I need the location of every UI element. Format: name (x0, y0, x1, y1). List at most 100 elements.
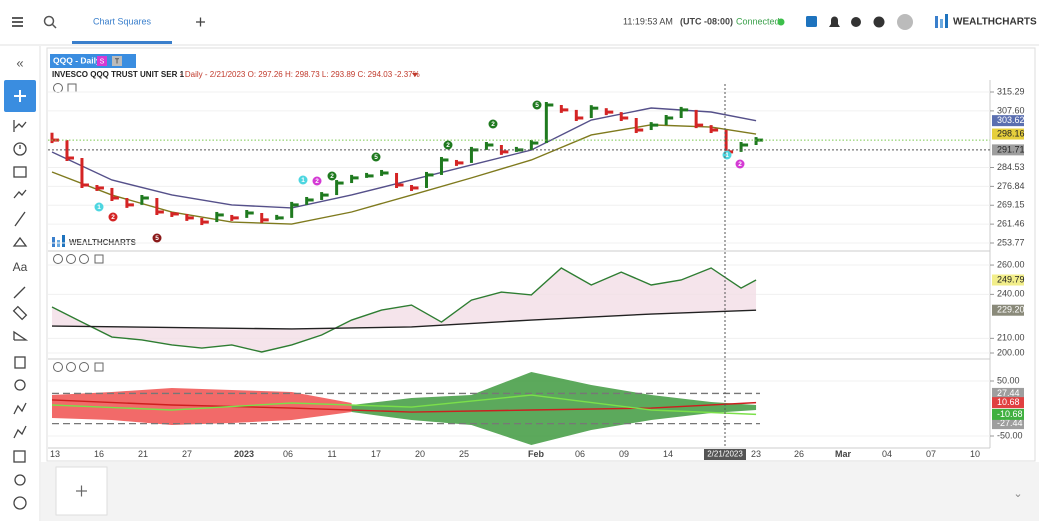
plot: 315.29 307.60 284.53 276.84 269.15 261.46 253.… (48, 84, 1025, 460)
signal-badge (152, 233, 162, 243)
help-icon[interactable] (873, 16, 885, 28)
level-label: -27.44 (997, 418, 1023, 428)
connection-status: Connected (736, 16, 780, 26)
x-tick-label: 26 (794, 449, 804, 459)
x-tick-label: 2/21/2023 (707, 450, 743, 459)
x-tick-label: 20 (415, 449, 425, 459)
y-tick-label: 307.60 (997, 105, 1025, 115)
signal-label: 1 (97, 204, 101, 211)
y-tick-label: 276.84 (997, 181, 1025, 191)
badge[interactable]: T (115, 58, 120, 65)
x-tick-label: 06 (283, 449, 293, 459)
bell-icon[interactable] (829, 16, 840, 28)
down-arrow (412, 73, 418, 77)
price-marker-label: 10.68 (997, 397, 1020, 407)
level-marker (992, 387, 1024, 399)
price-marker (992, 115, 1024, 127)
indicator-line (51, 309, 757, 330)
y-tick-label: 50.00 (997, 375, 1020, 385)
squeeze-band (52, 387, 352, 426)
x-tick-label: 14 (663, 449, 673, 459)
price-marker (992, 408, 1024, 420)
instrument-name: INVESCO QQQ TRUST UNIT SER 1 (52, 70, 185, 79)
instrument-info: - Daily - 2/21/2023 O: 297.26 H: 298.73 … (180, 70, 420, 79)
price-marker (992, 144, 1024, 156)
x-tick-label: 11 (327, 449, 336, 459)
panel-controls[interactable] (53, 83, 104, 372)
signal-badge (488, 119, 498, 129)
tool-icons[interactable] (12, 120, 29, 510)
y-tick-label: 284.53 (997, 162, 1025, 172)
top-bar (0, 0, 1039, 45)
x-tick-label: 27 (182, 449, 192, 459)
signal-label: 2 (446, 142, 450, 149)
price-marker (992, 274, 1024, 286)
expand-icon[interactable]: ⌄ (1013, 488, 1022, 500)
x-tick-label: 13 (50, 449, 60, 459)
x-tick-label: 09 (619, 449, 629, 459)
x-tick-label: 23 (751, 449, 761, 459)
y-tick-label: 269.15 (997, 200, 1025, 210)
level-label: 27.44 (997, 388, 1020, 398)
price-marker-label: 291.71 (997, 144, 1025, 154)
signal-badge (312, 176, 322, 186)
signal-badge (532, 100, 542, 110)
badge-bg (97, 56, 107, 66)
signal-label: 2 (491, 121, 495, 128)
price-marker-label: 298.16 (997, 128, 1025, 138)
price-marker (992, 397, 1024, 409)
y-tick-label: 240.00 (997, 289, 1025, 299)
x-tick-label: 2023 (234, 449, 254, 459)
y-tick-label: 261.46 (997, 219, 1025, 229)
signal-label: 5 (535, 102, 539, 109)
signal-badge (94, 202, 104, 212)
clock: 11:19:53 AM (623, 16, 673, 26)
settings-icon[interactable] (851, 17, 861, 27)
badge[interactable]: S (100, 58, 105, 65)
badge-bg (112, 56, 122, 66)
price-marker-label: 303.62 (997, 115, 1025, 125)
status-dot (777, 18, 785, 26)
x-tick-label: 04 (882, 449, 892, 459)
oscillator-fill (52, 267, 757, 352)
save-icon[interactable] (806, 16, 817, 27)
y-tick-label: 315.29 (997, 86, 1025, 96)
add-square-icon (76, 485, 87, 497)
brand-name: WEALTHCHARTS (953, 17, 1037, 28)
signal-badge (327, 171, 337, 181)
signal-badge (443, 140, 453, 150)
x-tick-label: Mar (835, 449, 852, 459)
x-tick-label: Feb (528, 449, 545, 459)
signal-badge (371, 152, 381, 162)
signal-badge (108, 212, 118, 222)
squeeze-band (351, 371, 757, 446)
brand-logo (935, 14, 948, 28)
menu-icon[interactable] (12, 17, 23, 27)
search-icon[interactable] (43, 15, 57, 29)
indicator-line (51, 107, 757, 209)
add-tab[interactable] (196, 17, 205, 27)
x-tick-label: 06 (575, 449, 585, 459)
x-tick-label: 10 (970, 449, 980, 459)
add-tool-icon (14, 90, 26, 102)
collapse-icon[interactable]: « (16, 55, 23, 70)
x-tick-label: 21 (138, 449, 148, 459)
price-marker-label: -10.68 (997, 409, 1023, 419)
left-toolbar (0, 46, 40, 521)
x-tick-label: 07 (926, 449, 936, 459)
level-marker (992, 418, 1024, 430)
y-tick-label: -50.00 (997, 430, 1023, 440)
x-tick-label: 25 (459, 449, 469, 459)
price-marker (992, 304, 1024, 316)
signal-badge (735, 159, 745, 169)
symbol-tab-label[interactable]: QQQ - Daily (53, 55, 101, 65)
avatar[interactable] (897, 14, 913, 30)
signal-label: 2 (330, 173, 334, 180)
price-marker-label: 229.20 (997, 305, 1025, 315)
y-tick-label: 210.00 (997, 333, 1025, 343)
tab-label[interactable]: Chart Squares (93, 16, 152, 26)
price-marker (992, 128, 1024, 140)
signal-label: 5 (374, 154, 378, 161)
text-tool[interactable]: Aa (13, 260, 28, 274)
